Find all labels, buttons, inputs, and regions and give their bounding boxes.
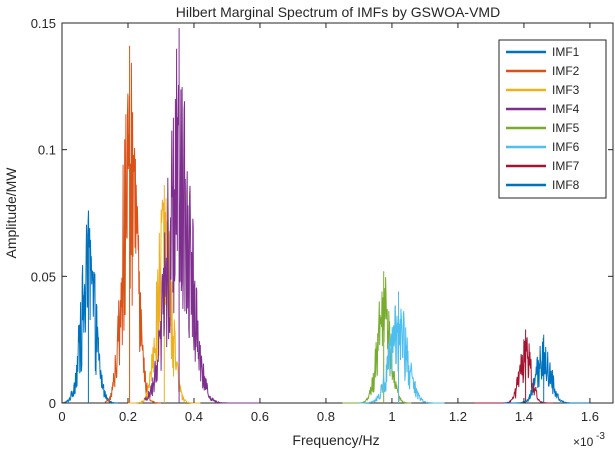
y-axis-label: Amplitude/MW: [3, 167, 19, 259]
y-tick-label: 0.1: [38, 143, 56, 158]
y-tick-label: 0: [49, 396, 56, 411]
x-tick-label: 0.2: [119, 409, 137, 424]
x-tick-label: 0.6: [251, 409, 269, 424]
x-tick-label: 1.6: [581, 409, 599, 424]
x-scale-exponent: ×10 -3: [573, 431, 605, 449]
x-scale-base: ×10: [573, 435, 594, 449]
chart-title: Hilbert Marginal Spectrum of IMFs by GSW…: [176, 4, 500, 20]
series-imf8: [504, 334, 590, 404]
legend-label-imf6: IMF6: [552, 140, 580, 154]
legend-label-imf7: IMF7: [552, 159, 580, 173]
y-tick-label: 0.15: [31, 16, 56, 31]
legend-label-imf5: IMF5: [552, 121, 580, 135]
legend: IMF1 IMF2 IMF3 IMF4 IMF5 IMF6 IMF7 IMF8: [498, 39, 607, 199]
series-imf2: [104, 45, 161, 404]
x-tick-label: 1.2: [449, 409, 467, 424]
tick-layer: 0 0.2 0.4 0.6 0.8 1 1.2 1.4 1.6 0 0.05 0.1 0.15: [31, 16, 613, 424]
legend-label-imf2: IMF2: [552, 64, 580, 78]
series-layer: [61, 28, 590, 404]
legend-label-imf1: IMF1: [552, 45, 580, 59]
series-imf1: [61, 210, 118, 404]
x-axis-label: Frequency/Hz: [292, 432, 379, 448]
x-tick-label: 0.8: [317, 409, 335, 424]
legend-label-imf3: IMF3: [552, 83, 580, 97]
x-tick-label: 0: [58, 409, 65, 424]
series-imf7: [474, 329, 554, 404]
x-tick-label: 0.4: [185, 409, 203, 424]
x-scale-power: -3: [596, 431, 605, 442]
legend-label-imf8: IMF8: [552, 178, 580, 192]
legend-box: [498, 39, 607, 199]
x-tick-label: 1: [388, 409, 395, 424]
series-imf6: [358, 291, 445, 404]
series-imf4: [144, 28, 260, 404]
y-tick-label: 0.05: [31, 269, 56, 284]
x-tick-label: 1.4: [515, 409, 533, 424]
legend-label-imf4: IMF4: [552, 102, 580, 116]
